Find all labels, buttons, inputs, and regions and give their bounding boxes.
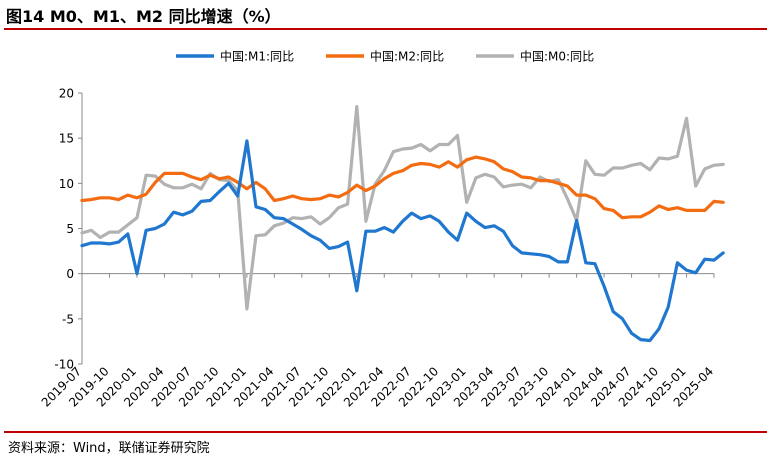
chart-area: 中国:M1:同比 中国:M2:同比 中国:M0:同比 -10-50510152020… — [39, 49, 725, 410]
y-tick-label: -5 — [62, 312, 74, 326]
top-rule — [4, 28, 767, 30]
series-line-m0 — [80, 104, 725, 311]
series-lines — [80, 104, 725, 343]
legend-label: 中国:M2:同比 — [370, 49, 444, 64]
series-line-m1 — [80, 139, 725, 343]
figure-title: 图14 M0、M1、M2 同比增速（%） — [6, 7, 281, 26]
legend-label: 中国:M1:同比 — [220, 49, 294, 64]
y-tick-label: 5 — [66, 222, 74, 236]
bottom-rule — [4, 431, 767, 433]
y-tick-label: 10 — [59, 177, 74, 191]
series-line-m2 — [80, 155, 725, 220]
legend: 中国:M1:同比 中国:M2:同比 中国:M0:同比 — [176, 49, 594, 64]
source-note: 资料来源：Wind，联储证券研究院 — [8, 441, 210, 456]
y-tick-label: 15 — [59, 132, 74, 146]
y-tick-label: 20 — [59, 87, 74, 101]
axes: -10-5051015202019-072019-102020-012020-0… — [39, 87, 716, 410]
y-tick-label: 0 — [66, 267, 74, 281]
y-tick-label: -10 — [54, 358, 74, 372]
legend-label: 中国:M0:同比 — [520, 49, 594, 64]
